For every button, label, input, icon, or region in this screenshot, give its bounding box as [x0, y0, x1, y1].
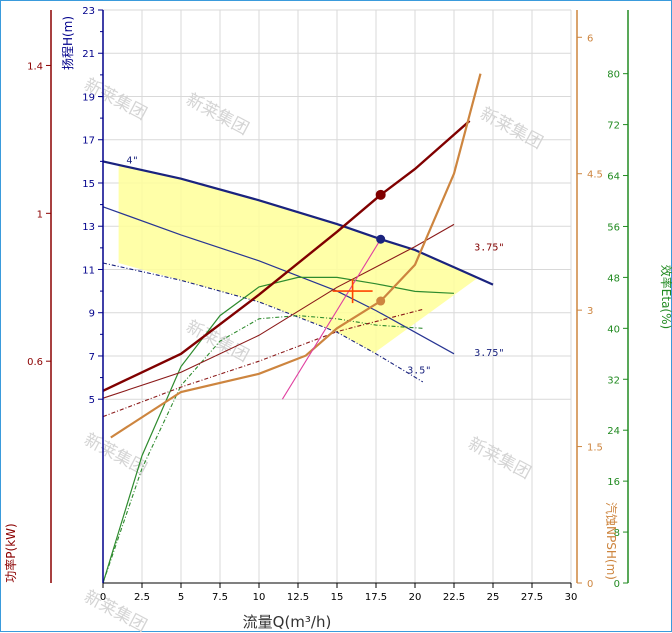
- efficiency-tick-label: 72: [607, 121, 620, 132]
- power-curve-line: [102, 119, 471, 392]
- efficiency-curve-line: [102, 276, 455, 584]
- x-tick-label: 25: [487, 592, 500, 603]
- npsh-tick-label: 3: [587, 306, 593, 317]
- head-tick-label: 23: [82, 6, 95, 17]
- x-tick-label: 15: [331, 592, 344, 603]
- x-tick-label: 30: [565, 592, 578, 603]
- efficiency-tick-label: 32: [607, 375, 620, 386]
- efficiency-tick-label: 8: [614, 528, 620, 539]
- efficiency-tick-label: 24: [607, 426, 620, 437]
- npsh-tick-label: 4.5: [587, 170, 603, 181]
- curve-label: 3.75": [474, 242, 504, 253]
- x-tick-label: 2.5: [134, 592, 150, 603]
- npsh-tick-label: 0: [587, 579, 593, 590]
- x-tick-label: 17.5: [365, 592, 387, 603]
- power-tick-label: 1.4: [27, 61, 43, 72]
- efficiency-tick-label: 80: [607, 70, 620, 81]
- head-tick-label: 19: [82, 92, 95, 103]
- x-tick-label: 10: [253, 592, 266, 603]
- head-tick-label: 9: [89, 309, 95, 320]
- npsh-tick-label: 1.5: [587, 443, 603, 454]
- efficiency-axis-title: 效率Eta(%): [659, 265, 672, 329]
- power-tick-label: 0.6: [27, 357, 43, 368]
- head-tick-label: 5: [89, 395, 95, 406]
- head-tick-label: 15: [82, 179, 95, 190]
- x-tick-label: 7.5: [212, 592, 228, 603]
- npsh-tick-label: 6: [587, 33, 593, 44]
- npsh-duty-point: [376, 296, 386, 306]
- head-duty-point: [376, 234, 386, 244]
- x-tick-label: 20: [409, 592, 422, 603]
- efficiency-tick-label: 48: [607, 273, 620, 284]
- series-layer: 4" 3.75" 3.5" 3.75": [102, 73, 504, 584]
- npsh-axis-title: 汽蚀NPSH(m): [604, 502, 619, 580]
- x-tick-label: 0: [100, 592, 106, 603]
- x-axis-title: 流量Q(m³/h): [243, 613, 332, 631]
- x-tick-label: 22.5: [443, 592, 465, 603]
- power-curve-line: [102, 308, 423, 418]
- system-curve-line: [281, 238, 382, 400]
- curve-label: 3.75": [474, 348, 504, 359]
- head-tick-label: 13: [82, 222, 95, 233]
- efficiency-tick-label: 64: [607, 172, 620, 183]
- head-tick-label: 7: [89, 352, 95, 363]
- power-duty-point: [375, 189, 386, 200]
- efficiency-tick-label: 40: [607, 324, 620, 335]
- power-axis-title: 功率P(kW): [3, 523, 18, 582]
- power-curve-line: [102, 223, 455, 399]
- head-axis-title: 扬程H(m): [60, 16, 75, 70]
- head-curve-line: [102, 160, 494, 286]
- x-tick-label: 27.5: [521, 592, 543, 603]
- operating-range-area: [118, 165, 478, 354]
- axes-layer: 0 2.5 5 7.5 10 12.5 15 17.5 20 22.5 25 27.5 30流量Q(m³…: [3, 6, 672, 631]
- power-tick-label: 1: [37, 209, 43, 220]
- efficiency-tick-label: 16: [607, 477, 620, 488]
- curve-label: 3.5": [407, 365, 431, 376]
- x-tick-label: 12.5: [287, 592, 309, 603]
- efficiency-tick-label: 56: [607, 222, 620, 233]
- grid: [102, 9, 572, 583]
- curve-label: 4": [126, 156, 138, 167]
- head-curve-line: [102, 262, 424, 383]
- efficiency-curve-line: [102, 315, 423, 584]
- npsh-curve-line: [110, 73, 482, 439]
- x-tick-label: 5: [178, 592, 184, 603]
- head-tick-label: 21: [82, 49, 95, 60]
- head-tick-label: 11: [82, 265, 95, 276]
- efficiency-tick-label: 0: [614, 579, 620, 590]
- head-tick-label: 17: [82, 136, 95, 147]
- head-range-fill: [118, 165, 478, 354]
